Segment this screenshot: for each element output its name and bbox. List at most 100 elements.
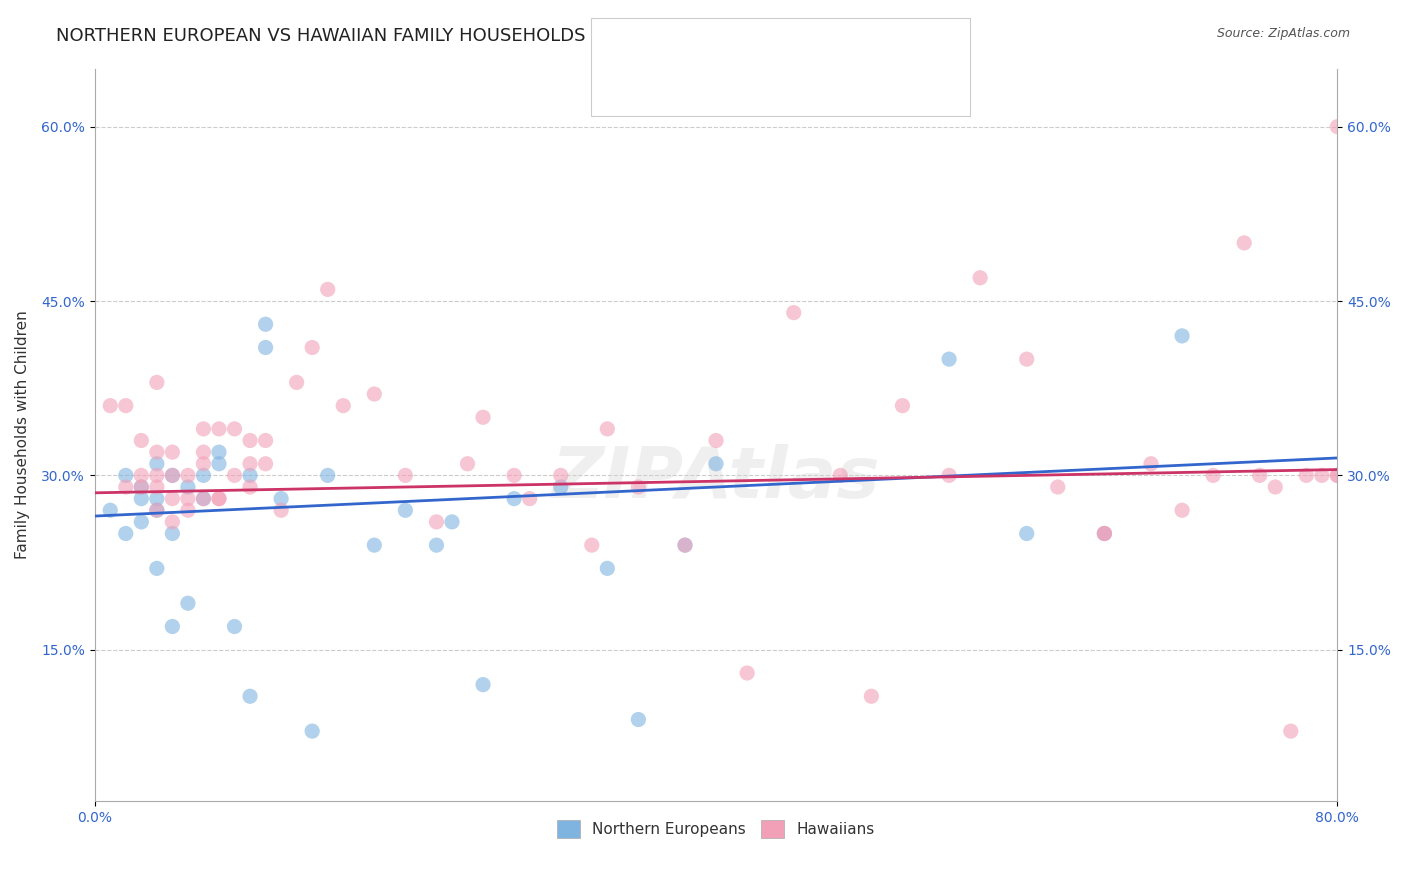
Text: NORTHERN EUROPEAN VS HAWAIIAN FAMILY HOUSEHOLDS WITH CHILDREN CORRELATION CHART: NORTHERN EUROPEAN VS HAWAIIAN FAMILY HOU… xyxy=(56,27,938,45)
Point xyxy=(1326,468,1348,483)
Point xyxy=(1140,457,1163,471)
Text: 0.104: 0.104 xyxy=(711,40,759,55)
Point xyxy=(239,434,262,448)
Point xyxy=(316,468,339,483)
Point xyxy=(239,480,262,494)
Point xyxy=(783,305,806,319)
Point xyxy=(224,619,246,633)
Point xyxy=(114,399,136,413)
Point xyxy=(239,457,262,471)
Point xyxy=(332,399,354,413)
Point xyxy=(596,561,619,575)
Point xyxy=(254,318,277,332)
Text: R =: R = xyxy=(658,40,696,55)
Point xyxy=(177,480,200,494)
Point xyxy=(1015,352,1038,367)
Point xyxy=(146,376,169,390)
Point xyxy=(704,434,727,448)
Legend: Northern Europeans, Hawaiians: Northern Europeans, Hawaiians xyxy=(551,814,882,845)
Point xyxy=(114,526,136,541)
Point xyxy=(146,561,169,575)
Point xyxy=(98,399,121,413)
Point xyxy=(162,491,184,506)
Point xyxy=(208,491,231,506)
Point xyxy=(457,457,479,471)
Point xyxy=(177,596,200,610)
Point xyxy=(1326,120,1348,134)
Point xyxy=(550,468,572,483)
Point xyxy=(254,341,277,355)
Point xyxy=(208,457,231,471)
Point xyxy=(131,434,153,448)
Point xyxy=(394,503,416,517)
Point xyxy=(472,410,495,425)
Point xyxy=(627,713,650,727)
Point xyxy=(860,690,883,704)
Point xyxy=(440,515,463,529)
Point xyxy=(193,491,215,506)
Text: Source: ZipAtlas.com: Source: ZipAtlas.com xyxy=(1216,27,1350,40)
Point xyxy=(938,468,960,483)
Point xyxy=(1264,480,1286,494)
Point xyxy=(1092,526,1115,541)
Point xyxy=(193,491,215,506)
Point xyxy=(254,457,277,471)
Point xyxy=(596,422,619,436)
Point xyxy=(301,724,323,739)
Point xyxy=(1202,468,1225,483)
Point xyxy=(503,468,526,483)
Point xyxy=(193,468,215,483)
Point xyxy=(162,619,184,633)
Point xyxy=(208,422,231,436)
Text: 0.050: 0.050 xyxy=(711,71,759,87)
Point xyxy=(704,457,727,471)
Point xyxy=(146,503,169,517)
Point xyxy=(503,491,526,506)
Point xyxy=(208,445,231,459)
Point xyxy=(1295,468,1317,483)
Point xyxy=(131,515,153,529)
Point xyxy=(146,491,169,506)
Point xyxy=(162,526,184,541)
Text: 73: 73 xyxy=(818,71,839,87)
Point xyxy=(146,468,169,483)
Point xyxy=(673,538,696,552)
Point xyxy=(301,341,323,355)
Text: N =: N = xyxy=(770,71,814,87)
Point xyxy=(1092,526,1115,541)
Point xyxy=(1310,468,1333,483)
Point xyxy=(177,468,200,483)
Point xyxy=(394,468,416,483)
Text: N =: N = xyxy=(770,40,814,55)
Point xyxy=(938,352,960,367)
Point xyxy=(193,457,215,471)
Point xyxy=(830,468,852,483)
Point xyxy=(673,538,696,552)
Point xyxy=(1249,468,1271,483)
Point xyxy=(146,457,169,471)
Point xyxy=(1171,329,1194,343)
Point xyxy=(891,399,914,413)
Point xyxy=(1015,526,1038,541)
Point xyxy=(177,491,200,506)
Point xyxy=(98,503,121,517)
Point xyxy=(270,503,292,517)
Point xyxy=(519,491,541,506)
Point xyxy=(146,480,169,494)
Point xyxy=(114,480,136,494)
Text: ZIPAtlas: ZIPAtlas xyxy=(551,444,880,513)
Point xyxy=(224,422,246,436)
Point xyxy=(239,468,262,483)
Point xyxy=(208,491,231,506)
Point xyxy=(1046,480,1069,494)
Point xyxy=(162,515,184,529)
Text: R =: R = xyxy=(658,71,696,87)
Point xyxy=(969,270,991,285)
Point xyxy=(1171,503,1194,517)
Point xyxy=(1092,526,1115,541)
Point xyxy=(239,690,262,704)
Point xyxy=(131,480,153,494)
Text: 42: 42 xyxy=(818,40,839,55)
Point xyxy=(162,468,184,483)
Point xyxy=(146,445,169,459)
